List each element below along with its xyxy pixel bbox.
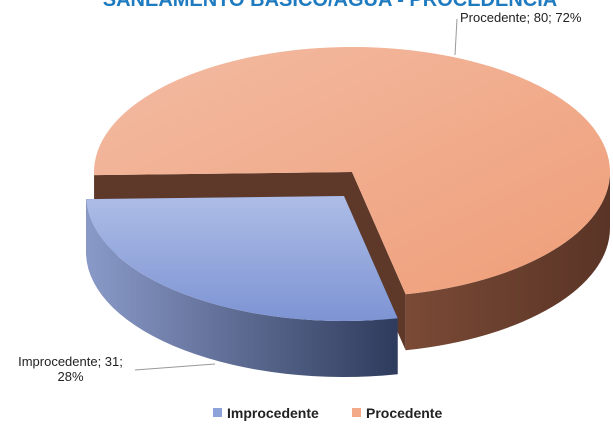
data-label: Improcedente; 31; 28%: [18, 354, 123, 384]
slice-wall: [86, 199, 398, 378]
slice-wall: [405, 172, 610, 351]
leader-line: [454, 18, 458, 56]
chart-title: SANEAMENTO BÁSICO/ÁGUA - PROCEDÊNCIA: [103, 0, 557, 11]
slice-side: [352, 172, 406, 351]
slice: [94, 47, 610, 295]
slice: [86, 196, 398, 321]
legend-label: Improcedente: [227, 405, 319, 421]
data-label: Procedente; 80; 72%: [460, 10, 582, 25]
legend-label: Procedente: [366, 405, 442, 421]
leader-line: [134, 363, 216, 371]
legend-swatch: [352, 408, 361, 417]
legend-swatch: [213, 408, 222, 417]
